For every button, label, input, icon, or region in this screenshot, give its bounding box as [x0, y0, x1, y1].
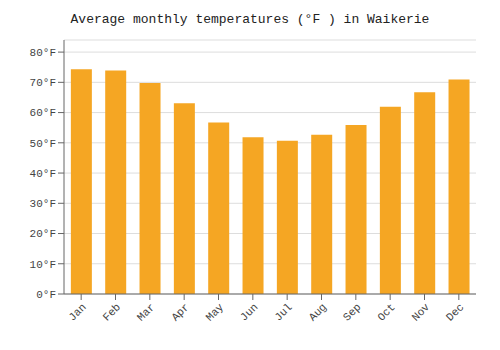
svg-text:Jan: Jan	[66, 301, 88, 323]
svg-text:Oct: Oct	[375, 301, 397, 323]
html-text:Average monthly temperatures (: Average monthly temperatures (°F ) in Wa…	[70, 12, 430, 27]
svg-text:Nov: Nov	[410, 301, 433, 324]
svg-text:Jul: Jul	[272, 301, 294, 323]
svg-text:20°F: 20°F	[30, 228, 56, 240]
svg-text:Aug: Aug	[307, 301, 329, 323]
svg-text:Apr: Apr	[169, 301, 191, 323]
svg-text:60°F: 60°F	[30, 107, 56, 119]
svg-text:Mar: Mar	[135, 301, 157, 323]
svg-text:50°F: 50°F	[30, 138, 56, 150]
svg-text:Feb: Feb	[101, 301, 123, 323]
svg-text:0°F: 0°F	[36, 289, 56, 301]
svg-text:30°F: 30°F	[30, 198, 56, 210]
svg-text:40°F: 40°F	[30, 168, 56, 180]
svg-text:May: May	[204, 301, 227, 324]
svg-text:Sep: Sep	[341, 301, 363, 323]
svg-text:Jun: Jun	[238, 301, 260, 323]
svg-text:10°F: 10°F	[30, 259, 56, 271]
svg-text:80°F: 80°F	[30, 47, 56, 59]
svg-text:Dec: Dec	[444, 301, 466, 323]
svg-text:70°F: 70°F	[30, 77, 56, 89]
